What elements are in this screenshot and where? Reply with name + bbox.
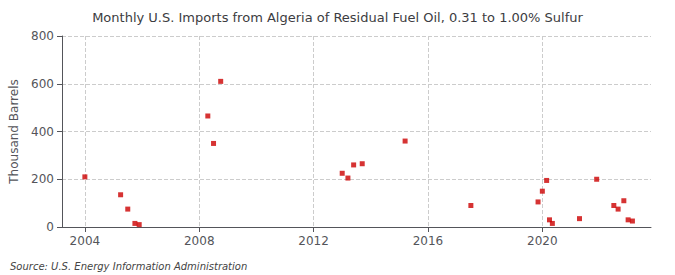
- svg-text:2020: 2020: [527, 234, 558, 248]
- svg-text:Source: U.S. Energy Informatio: Source: U.S. Energy Information Administ…: [10, 261, 247, 272]
- svg-text:0: 0: [46, 220, 54, 234]
- svg-text:Monthly U.S. Imports from Alge: Monthly U.S. Imports from Algeria of Res…: [92, 10, 583, 25]
- svg-text:2012: 2012: [298, 234, 329, 248]
- svg-text:600: 600: [31, 77, 54, 91]
- svg-text:2004: 2004: [70, 234, 101, 248]
- svg-text:400: 400: [31, 125, 54, 139]
- svg-text:800: 800: [31, 29, 54, 43]
- svg-text:2008: 2008: [184, 234, 215, 248]
- svg-text:200: 200: [31, 172, 54, 186]
- svg-text:2016: 2016: [413, 234, 444, 248]
- svg-text:Thousand Barrels: Thousand Barrels: [7, 79, 21, 184]
